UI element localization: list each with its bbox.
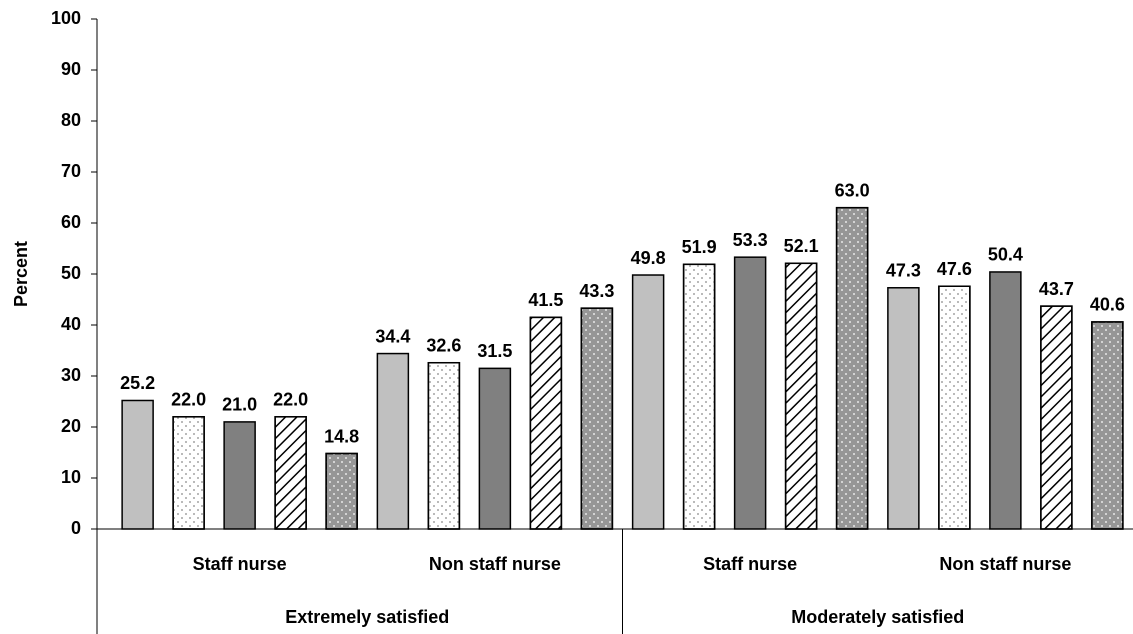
bar	[887, 287, 920, 530]
data-label: 32.6	[426, 335, 461, 355]
data-label: 49.8	[631, 248, 666, 268]
bar-pattern	[784, 262, 818, 530]
bar-pattern	[835, 206, 869, 530]
group-label: Extremely satisfied	[285, 607, 449, 627]
data-label: 25.2	[120, 373, 155, 393]
y-tick-label: 50	[61, 263, 81, 283]
bar-pattern	[172, 416, 205, 530]
bar-pattern	[529, 316, 563, 530]
y-tick-label: 90	[61, 59, 81, 79]
x-tick-label: Non staff nurse	[939, 554, 1071, 574]
y-tick-label: 100	[51, 8, 81, 28]
y-tick-label: 20	[61, 416, 81, 436]
data-label: 22.0	[273, 390, 308, 410]
group-label: Moderately satisfied	[791, 607, 964, 627]
bar	[989, 271, 1022, 530]
y-tick-label: 30	[61, 365, 81, 385]
data-label: 40.6	[1090, 295, 1125, 315]
bar	[223, 421, 256, 530]
bar	[631, 274, 665, 530]
bar-pattern	[938, 285, 971, 530]
bar-pattern	[274, 416, 307, 530]
y-tick-label: 60	[61, 212, 81, 232]
x-tick-label: Non staff nurse	[429, 554, 561, 574]
data-label: 43.7	[1039, 279, 1074, 299]
bar	[478, 367, 512, 530]
data-label: 43.3	[579, 281, 614, 301]
data-label: 53.3	[733, 230, 768, 250]
data-label: 52.1	[784, 236, 819, 256]
y-tick-label: 10	[61, 467, 81, 487]
bar-pattern	[325, 452, 358, 530]
y-tick-label: 80	[61, 110, 81, 130]
data-label: 47.6	[937, 259, 972, 279]
data-label: 63.0	[835, 180, 870, 200]
bar	[121, 399, 154, 530]
data-label: 34.4	[375, 326, 410, 346]
data-label: 21.0	[222, 395, 257, 415]
data-label: 22.0	[171, 390, 206, 410]
data-label: 47.3	[886, 261, 921, 281]
x-tick-label: Staff nurse	[703, 554, 797, 574]
bar-pattern	[1040, 305, 1073, 530]
y-tick-label: 40	[61, 314, 81, 334]
data-label: 41.5	[528, 290, 563, 310]
bar-pattern	[580, 307, 614, 530]
bar-pattern	[682, 263, 716, 530]
y-axis-title: Percent	[11, 241, 31, 307]
data-label: 50.4	[988, 245, 1023, 265]
data-label: 31.5	[477, 341, 512, 361]
bar-pattern	[1091, 321, 1124, 530]
data-label: 14.8	[324, 426, 359, 446]
y-tick-label: 70	[61, 161, 81, 181]
y-tick-label: 0	[71, 518, 81, 538]
bar	[733, 256, 767, 530]
bar-pattern	[427, 361, 461, 530]
bar	[376, 352, 410, 530]
data-label: 51.9	[682, 237, 717, 257]
x-tick-label: Staff nurse	[193, 554, 287, 574]
